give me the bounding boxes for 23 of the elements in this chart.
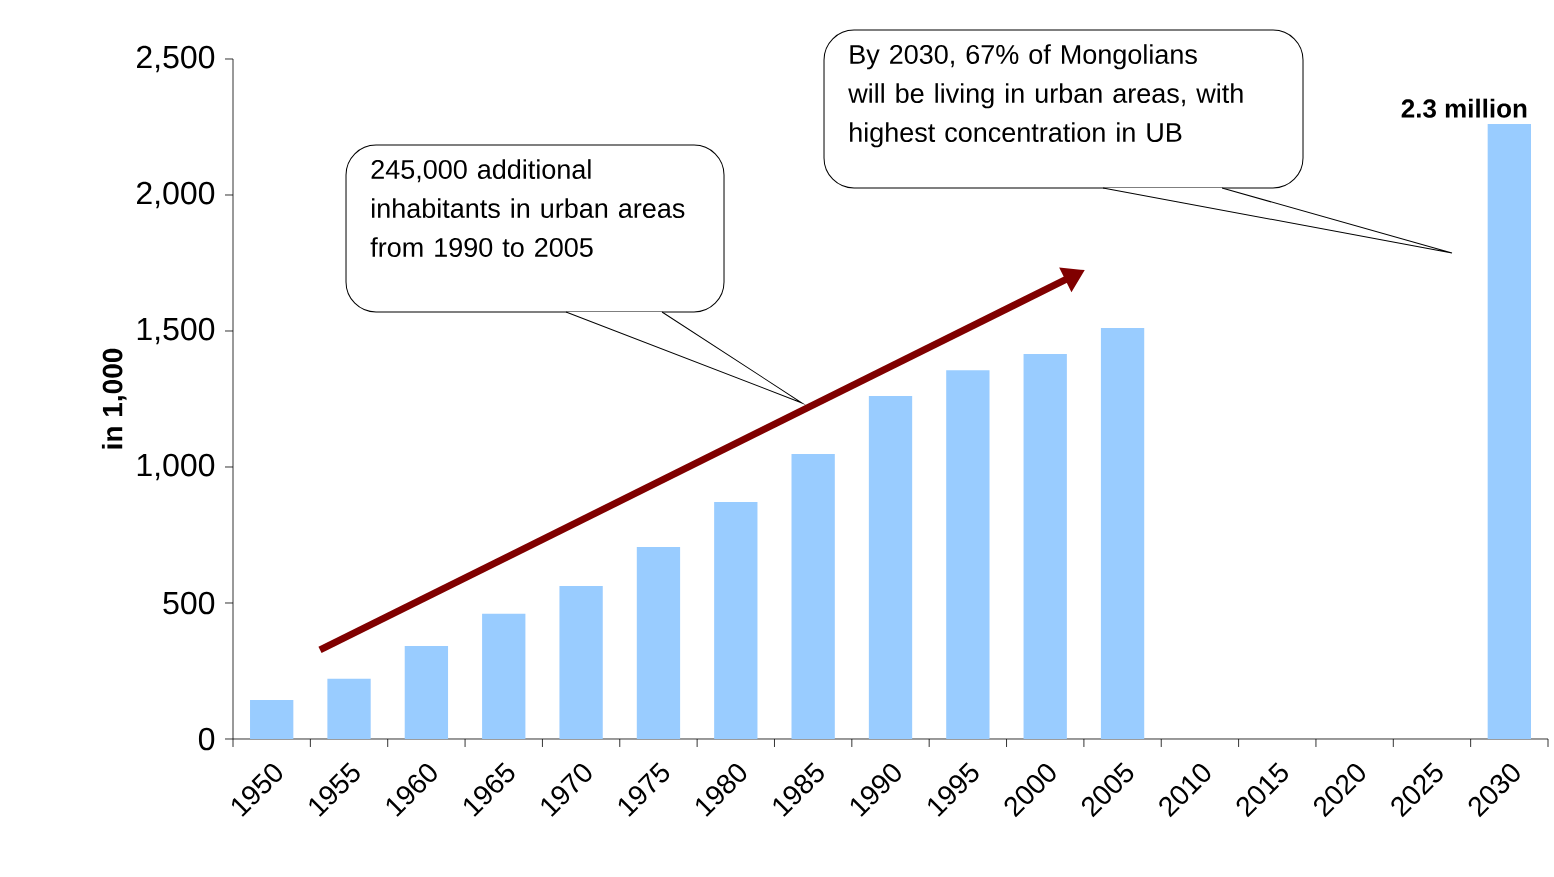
bar [482, 613, 526, 739]
y-tick-label: 2,500 [137, 45, 215, 73]
bar [327, 678, 371, 739]
bar [791, 453, 835, 739]
bar [946, 370, 990, 739]
y-tick-label: 2,000 [137, 181, 215, 209]
y-tick-label: 0 [198, 727, 215, 751]
y-tick-label: 1,500 [137, 317, 215, 345]
bar [559, 586, 603, 739]
annotation: By 2030, 67% of Mongolians will be living in urban areas, with highest concentration in UB [848, 44, 1243, 148]
bar [1100, 327, 1145, 739]
bar [1023, 354, 1067, 739]
annotation: 2.3 million [1401, 98, 1527, 118]
bar [250, 700, 294, 739]
y-tick-label: 500 [163, 591, 215, 615]
y-tick-label: 1,000 [137, 453, 215, 481]
bar [868, 396, 913, 739]
annotation: 245,000 additional inhabitants in urban areas from 1990 to 2005 [370, 159, 685, 258]
bar [714, 502, 758, 739]
bar [636, 546, 681, 739]
bar [404, 645, 449, 739]
bar [1487, 124, 1531, 739]
y-axis-title: in 1,000 [101, 348, 127, 449]
